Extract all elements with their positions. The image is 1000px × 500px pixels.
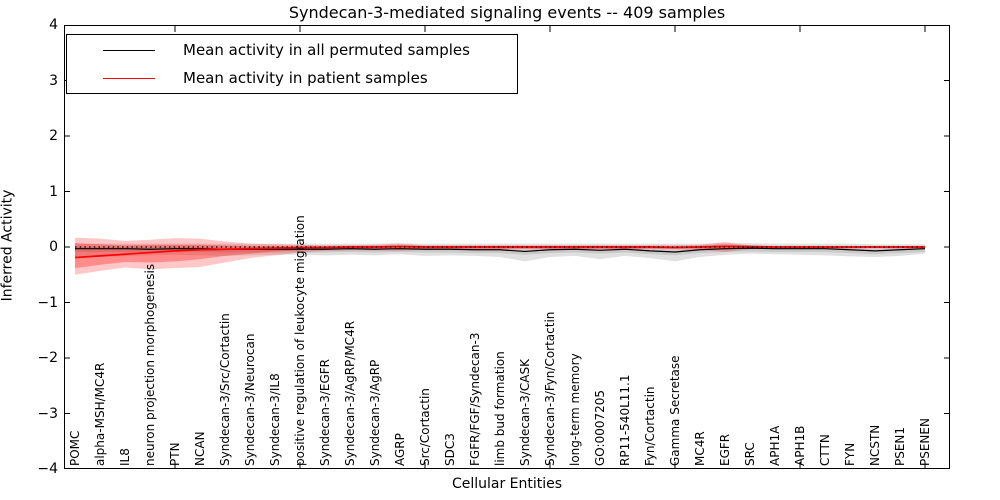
x-tick-label: Syndecan-3/Src/Cortactin	[218, 313, 232, 466]
legend-line-permuted-icon	[103, 49, 155, 51]
legend-label-patient: Mean activity in patient samples	[183, 69, 428, 87]
chart-title: Syndecan-3-mediated signaling events -- …	[288, 3, 726, 22]
legend-label-permuted: Mean activity in all permuted samples	[183, 41, 470, 59]
x-tick-label: neuron projection morphogenesis	[143, 263, 157, 466]
x-tick-label: Src/Cortactin	[418, 388, 432, 466]
y-tick-label: −1	[37, 294, 58, 311]
x-tick-label: NCSTN	[868, 424, 882, 466]
x-tick-label: positive regulation of leukocyte migrati…	[293, 215, 307, 466]
plot-canvas	[64, 24, 950, 470]
x-tick-label: Syndecan-3/Neurocan	[243, 333, 257, 466]
x-tick-label: PTN	[168, 442, 182, 466]
x-tick-label: AGRP	[393, 433, 407, 466]
x-tick-label: MC4R	[693, 431, 707, 466]
x-tick-label: Syndecan-3/AgRP/MC4R	[343, 320, 357, 466]
x-tick-label: IL8	[118, 448, 132, 466]
x-tick-label: Syndecan-3/AgRP	[368, 359, 382, 466]
x-tick-label: SRC	[743, 442, 757, 466]
legend-line-patient-icon	[103, 77, 155, 79]
x-tick-label: NCAN	[193, 431, 207, 466]
x-tick-label: Syndecan-3/IL8	[268, 373, 282, 466]
y-tick-label: 2	[49, 128, 58, 144]
x-tick-label: long-term memory	[568, 353, 582, 466]
y-tick-label: 4	[49, 17, 58, 33]
x-tick-label: FYN	[843, 442, 857, 466]
x-tick-label: PSEN1	[893, 426, 907, 466]
y-tick-label: 0	[49, 239, 58, 255]
y-tick-label: 3	[49, 72, 58, 89]
x-tick-label: GO:0007205	[593, 389, 607, 466]
x-tick-label: PSENEN	[918, 418, 932, 466]
x-tick-label: Fyn/Cortactin	[643, 386, 657, 466]
x-tick-label: RP11-540L11.1	[618, 374, 632, 466]
x-tick-label: limb bud formation	[493, 351, 507, 466]
x-tick-label: Syndecan-3/Fyn/Cortactin	[543, 311, 557, 466]
y-tick-label: 1	[49, 183, 58, 200]
y-tick-label: −3	[37, 405, 58, 422]
legend: Mean activity in all permuted samples Me…	[66, 34, 518, 94]
y-tick-label: −2	[37, 350, 58, 366]
x-tick-label: CTTN	[818, 434, 832, 466]
x-tick-label: FGFR/FGF/Syndecan-3	[468, 332, 482, 466]
x-tick-label: Syndecan-3/EGFR	[318, 358, 332, 466]
x-tick-label: alpha-MSH/MC4R	[93, 362, 107, 466]
legend-entry-permuted: Mean activity in all permuted samples	[67, 38, 517, 62]
x-tick-label: EGFR	[718, 433, 732, 466]
x-axis-label: Cellular Entities	[451, 476, 563, 492]
x-tick-label: POMC	[68, 430, 82, 466]
x-tick-label: SDC3	[443, 433, 457, 466]
plot-area	[64, 24, 950, 470]
x-tick-label: APH1A	[768, 425, 782, 466]
x-tick-label: APH1B	[793, 425, 807, 466]
x-tick-label: Gamma Secretase	[668, 355, 682, 466]
x-tick-label: Syndecan-3/CASK	[518, 359, 532, 466]
legend-entry-patient: Mean activity in patient samples	[67, 66, 517, 90]
y-tick-label: −4	[37, 461, 58, 477]
